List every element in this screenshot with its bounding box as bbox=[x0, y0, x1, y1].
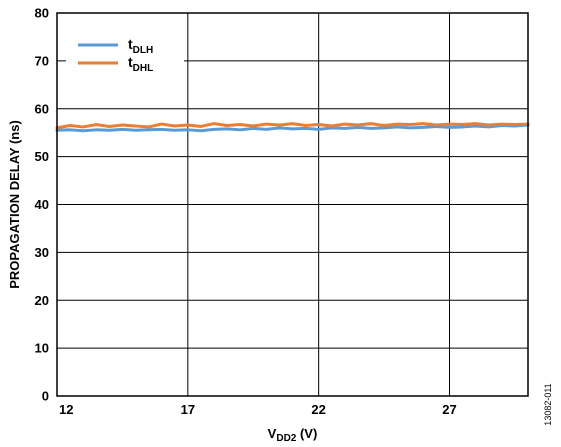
y-axis-label: PROPAGATION DELAY (ns) bbox=[7, 120, 22, 289]
y-tick-label: 80 bbox=[35, 6, 49, 21]
legend-background bbox=[66, 30, 184, 80]
data-series bbox=[55, 122, 530, 133]
y-tick-label: 0 bbox=[42, 389, 49, 404]
x-tick-label: 12 bbox=[59, 402, 73, 417]
figure-id: 13082-011 bbox=[543, 383, 553, 425]
y-tick-label: 60 bbox=[35, 101, 49, 116]
tick-labels: 0 10 20 30 40 50 60 70 80 12 17 22 27 bbox=[35, 6, 457, 418]
x-axis-label-sub: DD2 bbox=[276, 433, 296, 444]
legend-label-dlh: tDLH bbox=[128, 36, 153, 56]
y-tick-label: 70 bbox=[35, 53, 49, 68]
y-tick-label: 20 bbox=[35, 293, 49, 308]
x-axis-label-suffix: (V) bbox=[296, 426, 317, 441]
y-tick-label: 40 bbox=[35, 197, 49, 212]
y-tick-label: 30 bbox=[35, 245, 49, 260]
legend-label-dhl: tDHL bbox=[128, 54, 153, 74]
x-axis-label-main: V bbox=[268, 426, 277, 441]
x-tick-label: 17 bbox=[181, 402, 195, 417]
x-tick-label: 22 bbox=[311, 402, 325, 417]
series-line-dlh bbox=[55, 123, 530, 133]
series-line-dhl bbox=[55, 122, 530, 130]
plot-frame bbox=[56, 12, 529, 397]
y-tick-label: 10 bbox=[35, 341, 49, 356]
x-axis-label: VDD2 (V) bbox=[268, 426, 318, 444]
x-tick-label: 27 bbox=[442, 402, 456, 417]
y-tick-label: 50 bbox=[35, 149, 49, 164]
